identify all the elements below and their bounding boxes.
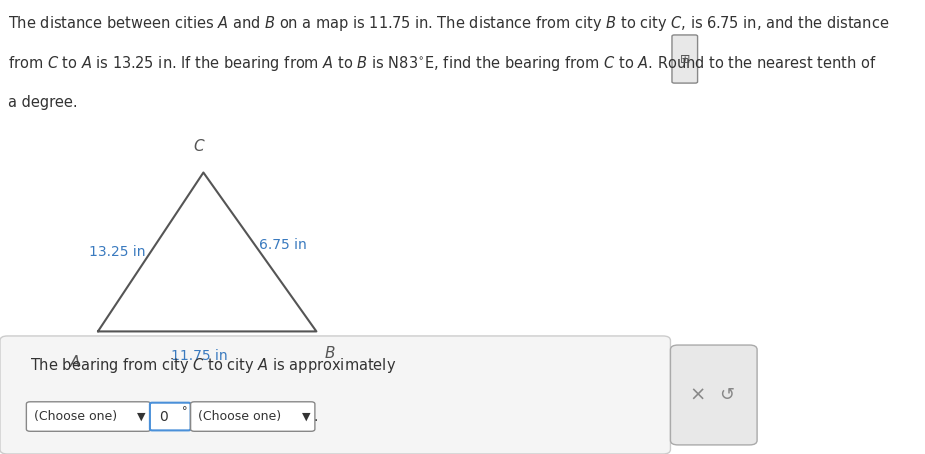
- Text: 11.75 in: 11.75 in: [171, 350, 228, 363]
- Text: ▼: ▼: [138, 412, 146, 422]
- Text: $C$: $C$: [193, 138, 206, 154]
- Text: 6.75 in: 6.75 in: [259, 238, 306, 252]
- Text: The distance between cities $\mathit{A}$ and $\mathit{B}$ on a map is 11.75 in. : The distance between cities $\mathit{A}$…: [7, 14, 889, 33]
- Text: (Choose one): (Choose one): [198, 410, 281, 423]
- FancyBboxPatch shape: [150, 403, 191, 430]
- Text: ×: ×: [689, 385, 706, 405]
- FancyBboxPatch shape: [671, 345, 757, 445]
- Text: 13.25 in: 13.25 in: [89, 245, 145, 259]
- Text: $A$: $A$: [69, 354, 81, 370]
- Text: ↺: ↺: [720, 386, 734, 404]
- Text: °: °: [182, 406, 188, 416]
- Text: (Choose one): (Choose one): [34, 410, 117, 423]
- FancyBboxPatch shape: [27, 402, 151, 431]
- FancyBboxPatch shape: [672, 35, 697, 83]
- Text: .: .: [314, 410, 318, 424]
- Text: ▼: ▼: [302, 412, 310, 422]
- Text: ⊞: ⊞: [680, 53, 690, 65]
- Text: The bearing from city $\mathit{C}$ to city $\mathit{A}$ is approximately: The bearing from city $\mathit{C}$ to ci…: [31, 356, 397, 375]
- Text: from $\mathit{C}$ to $\mathit{A}$ is 13.25 in. If the bearing from $\mathit{A}$ : from $\mathit{C}$ to $\mathit{A}$ is 13.…: [7, 54, 876, 74]
- FancyBboxPatch shape: [191, 402, 314, 431]
- Text: $B$: $B$: [324, 345, 336, 361]
- Text: a degree.: a degree.: [7, 95, 77, 110]
- FancyBboxPatch shape: [0, 336, 671, 454]
- Text: 0: 0: [159, 410, 167, 424]
